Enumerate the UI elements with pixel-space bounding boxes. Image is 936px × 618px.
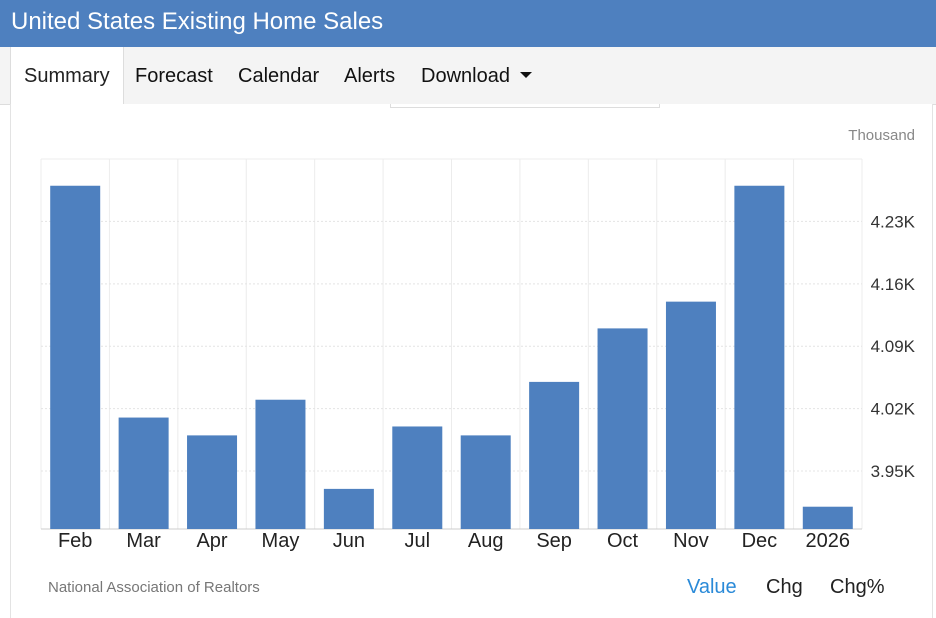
y-tick-label: 4.16K [871, 275, 916, 294]
x-tick-label: 2026 [806, 530, 851, 552]
bar[interactable] [734, 185, 785, 529]
bar[interactable] [597, 328, 648, 529]
tab-calendar-label: Calendar [238, 65, 320, 87]
source-label: National Association of Realtors [48, 579, 260, 596]
tab-calendar[interactable]: Calendar [238, 47, 319, 104]
page-title: United States Existing Home Sales [11, 8, 384, 35]
y-tick-label: 3.95K [871, 462, 916, 481]
bar[interactable] [323, 488, 374, 529]
x-tick-label: Dec [742, 530, 778, 552]
y-axis-ticks: 3.95K 4.02K 4.09K 4.16K 4.23K [871, 212, 916, 481]
search-box-edge [390, 104, 660, 108]
unit-label: Thousand [848, 127, 915, 144]
bar[interactable] [529, 381, 580, 529]
x-tick-label: Jul [405, 530, 431, 552]
x-tick-label: Apr [196, 530, 227, 552]
tab-summary-label: Summary [24, 65, 110, 87]
tab-forecast[interactable]: Forecast [135, 47, 213, 104]
tab-summary[interactable]: Summary [10, 47, 124, 105]
bar[interactable] [50, 185, 101, 529]
tab-alerts[interactable]: Alerts [344, 47, 395, 104]
x-tick-label: Sep [536, 530, 572, 552]
bar[interactable] [118, 417, 169, 529]
y-tick-label: 4.23K [871, 212, 916, 231]
bar[interactable] [665, 301, 716, 529]
x-tick-label: Aug [468, 530, 504, 552]
chg-percent-toggle[interactable]: Chg% [830, 576, 885, 598]
chg-toggle[interactable]: Chg [766, 576, 803, 598]
bar[interactable] [802, 506, 853, 529]
value-toggle[interactable]: Value [687, 576, 737, 598]
x-tick-label: Jun [333, 530, 365, 552]
bar[interactable] [187, 435, 238, 529]
y-tick-label: 4.09K [871, 337, 916, 356]
y-tick-label: 4.02K [871, 400, 916, 419]
x-tick-label: Feb [58, 530, 92, 552]
bar[interactable] [255, 399, 306, 529]
x-tick-label: Nov [673, 530, 709, 552]
caret-down-icon [519, 71, 532, 78]
gridlines [40, 158, 863, 530]
x-axis-ticks: Feb Mar Apr May Jun Jul Aug Sep Oct Nov Dec 2026 [58, 530, 850, 552]
x-tick-label: May [262, 530, 300, 552]
x-tick-label: Mar [126, 530, 161, 552]
bar[interactable] [392, 426, 443, 529]
bar[interactable] [460, 435, 511, 529]
tab-strip: Summary Forecast Calendar Alerts Downloa… [0, 47, 936, 105]
tab-download[interactable]: Download [421, 47, 532, 104]
title-bar: United States Existing Home Sales [0, 0, 936, 47]
tab-forecast-label: Forecast [135, 65, 213, 87]
tab-download-label: Download [421, 65, 510, 87]
x-tick-label: Oct [607, 530, 639, 552]
tab-alerts-label: Alerts [344, 65, 396, 87]
bars [50, 185, 853, 529]
